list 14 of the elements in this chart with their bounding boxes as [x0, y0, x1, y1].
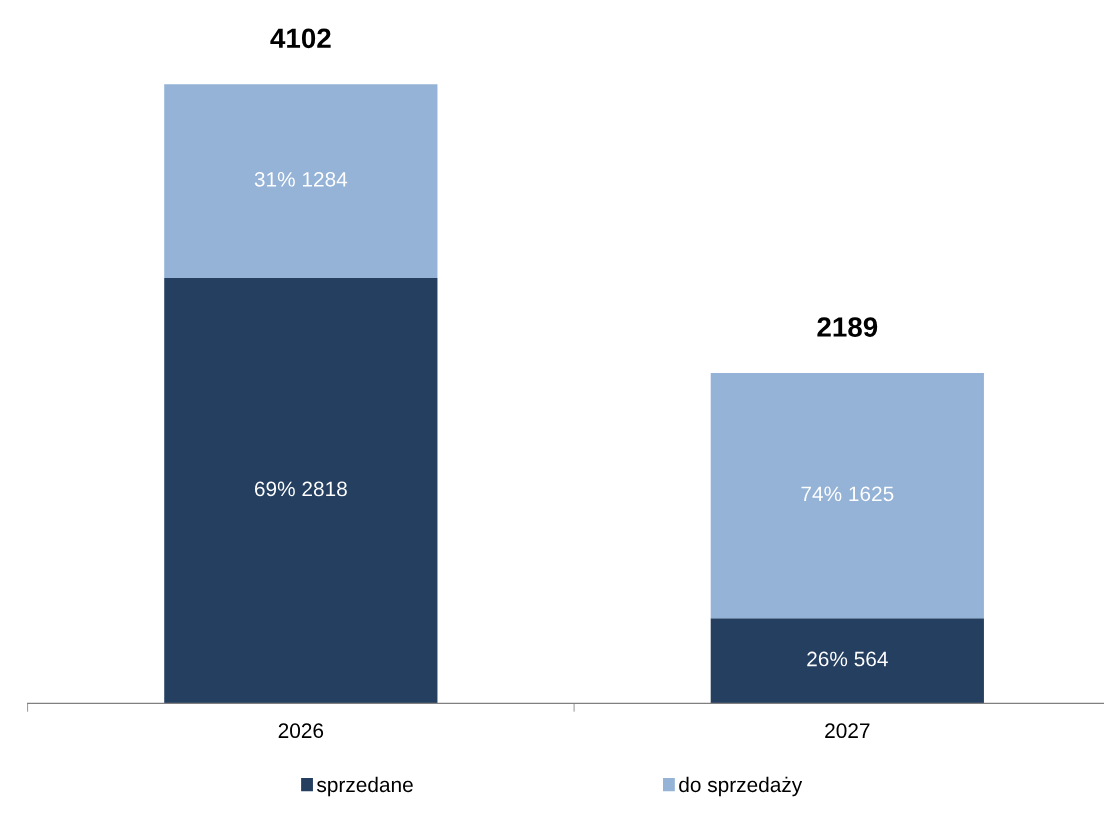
bar — [710, 372, 984, 619]
legend-label: do sprzedaży — [679, 776, 803, 797]
data-label: 69% 2818 — [254, 481, 347, 497]
x-tick-label: 2026 — [278, 723, 324, 739]
total-label: 2189 — [817, 317, 878, 337]
bar — [164, 84, 438, 278]
data-label: 31% 1284 — [254, 171, 348, 187]
total-label: 4102 — [270, 28, 331, 49]
legend-label: sprzedane — [316, 776, 413, 797]
data-label: 74% 1625 — [801, 486, 894, 502]
bar — [710, 618, 984, 704]
bar — [164, 277, 438, 704]
x-tick-label: 2027 — [825, 723, 870, 739]
data-label: 26% 564 — [807, 651, 888, 667]
